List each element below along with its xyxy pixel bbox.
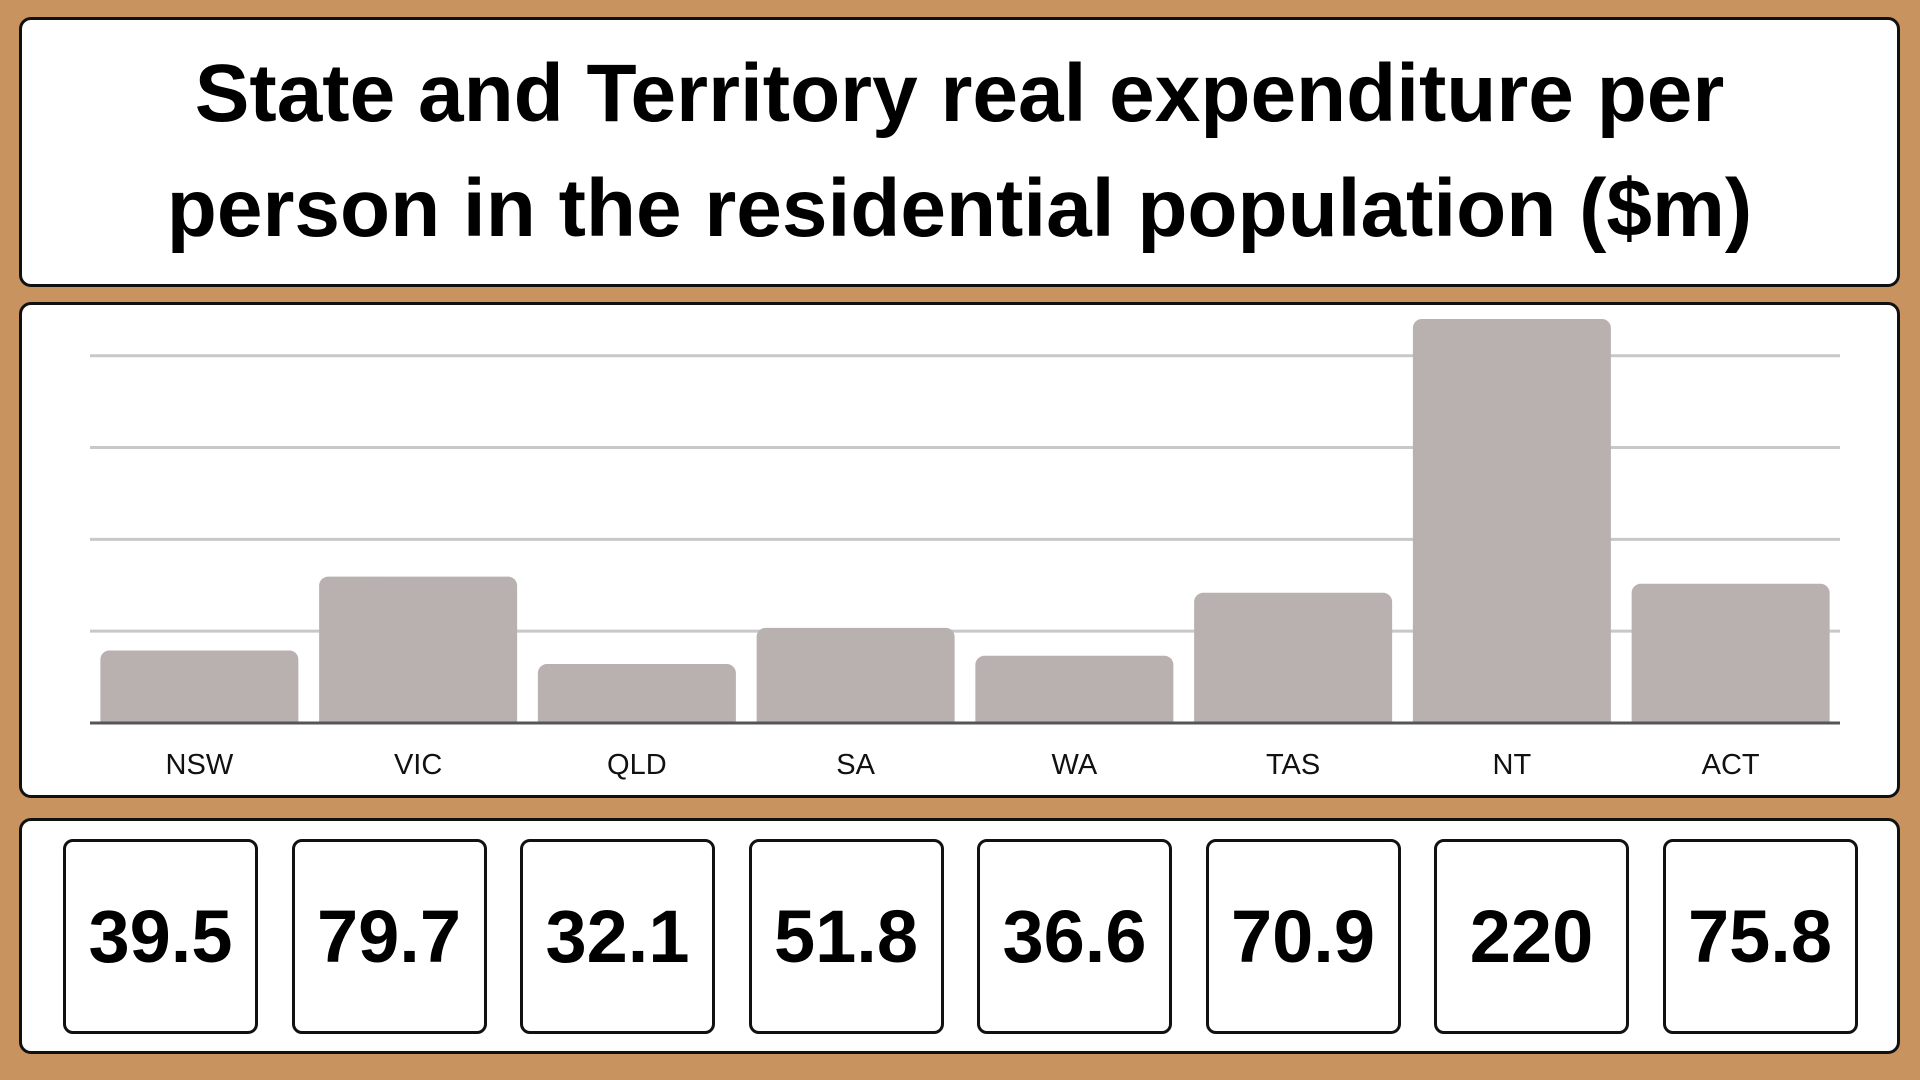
value-box-sa: 51.8: [748, 839, 944, 1034]
value-box-vic: 79.7: [291, 839, 487, 1034]
value-box-act: 75.8: [1662, 839, 1858, 1034]
x-tick-label: VIC: [394, 749, 442, 781]
x-tick-label: WA: [1052, 749, 1098, 781]
title-panel: State and Territory real expenditure per…: [19, 17, 1900, 287]
bar-tas: [1194, 592, 1393, 731]
x-tick-label: SA: [836, 749, 875, 781]
bar-nt: [1412, 319, 1611, 731]
axis-mask: [86, 724, 1844, 734]
bar-nsw: [100, 650, 299, 731]
x-tick-label: TAS: [1266, 749, 1320, 781]
value-box-nsw: 39.5: [63, 839, 258, 1034]
value-box-nt: 220: [1434, 839, 1629, 1034]
value-box-tas: 70.9: [1205, 839, 1401, 1034]
bar-sa: [756, 627, 955, 731]
bar-act: [1631, 583, 1830, 731]
x-tick-label: NT: [1493, 749, 1532, 781]
bar-chart: NSW VIC QLD SA WA TAS NT ACT: [86, 319, 1844, 781]
chart-title: State and Territory real expenditure per…: [166, 48, 1753, 254]
bar-vic: [319, 576, 518, 731]
x-tick-label: QLD: [607, 749, 667, 781]
values-panel: 39.5 79.7 32.1 51.8 36.6 70.9 220 75.8: [19, 818, 1900, 1054]
value-box-wa: 36.6: [977, 839, 1172, 1034]
x-tick-label: NSW: [166, 749, 234, 781]
bar-qld: [537, 664, 736, 731]
chart-panel: NSW VIC QLD SA WA TAS NT ACT: [19, 302, 1900, 798]
bar-wa: [975, 655, 1174, 731]
x-tick-label: ACT: [1702, 749, 1760, 781]
value-box-qld: 32.1: [520, 839, 715, 1034]
